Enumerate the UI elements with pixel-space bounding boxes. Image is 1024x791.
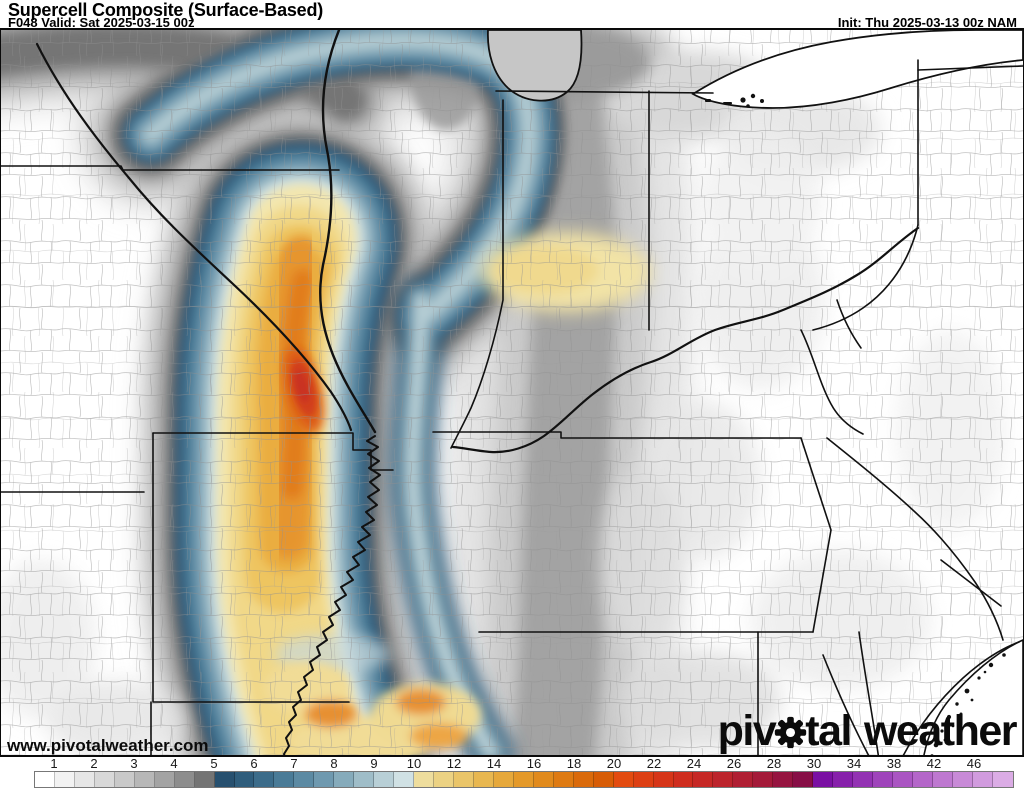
colorbar-tick: 14 xyxy=(486,756,502,771)
colorbar-tick: 8 xyxy=(330,756,338,771)
colorbar-cell xyxy=(653,772,674,787)
colorbar-cell xyxy=(773,772,794,787)
colorbar-cell xyxy=(533,772,554,787)
colorbar xyxy=(34,771,1014,788)
colorbar-cell xyxy=(314,772,335,787)
colorbar-cell xyxy=(274,772,295,787)
colorbar-cell xyxy=(234,772,255,787)
colorbar-cell xyxy=(334,772,355,787)
lake-michigan xyxy=(487,30,583,102)
colorbar-cell xyxy=(94,772,115,787)
colorbar-cell xyxy=(573,772,594,787)
colorbar-tick: 9 xyxy=(370,756,378,771)
map-canvas xyxy=(1,30,1023,755)
colorbar-cell xyxy=(972,772,993,787)
colorbar-tick: 42 xyxy=(926,756,942,771)
colorbar-cell xyxy=(294,772,315,787)
colorbar-cell xyxy=(394,772,415,787)
colorbar-cell xyxy=(912,772,933,787)
colorbar-cell xyxy=(214,772,235,787)
colorbar-cell xyxy=(454,772,474,787)
gear-icon xyxy=(775,716,807,749)
colorbar-tick: 46 xyxy=(966,756,982,771)
colorbar-cell xyxy=(833,772,854,787)
atlantic-coast xyxy=(923,639,1023,755)
colorbar-cell xyxy=(473,772,494,787)
logo-word1-post: tal xyxy=(805,707,852,755)
colorbar-cell xyxy=(114,772,135,787)
colorbar-tick: 34 xyxy=(846,756,862,771)
colorbar-cell xyxy=(194,772,215,787)
page-title: Supercell Composite (Surface-Based) xyxy=(8,0,324,20)
colorbar-tick: 38 xyxy=(886,756,902,771)
colorbar-cell xyxy=(134,772,155,787)
colorbar-cell xyxy=(493,772,514,787)
colorbar-tick: 18 xyxy=(566,756,582,771)
colorbar-cell xyxy=(434,772,455,787)
colorbar-cell xyxy=(733,772,754,787)
colorbar-cell xyxy=(793,772,814,787)
colorbar-cell xyxy=(174,772,195,787)
colorbar-tick: 20 xyxy=(606,756,622,771)
colorbar-tick: 7 xyxy=(290,756,298,771)
colorbar-cell xyxy=(414,772,435,787)
lake-erie xyxy=(691,30,1023,109)
colorbar-cell xyxy=(54,772,75,787)
colorbar-tick: 5 xyxy=(210,756,218,771)
colorbar-cell xyxy=(932,772,953,787)
colorbar-cell xyxy=(354,772,375,787)
colorbar-cell xyxy=(713,772,734,787)
watermark-url: www.pivotalweather.com xyxy=(7,736,209,755)
colorbar-tick: 1 xyxy=(50,756,58,771)
colorbar-cell xyxy=(673,772,694,787)
colorbar-cell xyxy=(892,772,913,787)
state-borders xyxy=(1,59,1023,755)
mississippi-river-lower xyxy=(283,435,381,755)
missouri-river xyxy=(35,42,353,432)
colorbar-tick: 26 xyxy=(726,756,742,771)
colorbar-cell xyxy=(813,772,834,787)
init-time-label: Init: Thu 2025-03-13 00z NAM xyxy=(837,15,1017,30)
colorbar-cell xyxy=(553,772,574,787)
colorbar-cell xyxy=(154,772,175,787)
colorbar-cell xyxy=(254,772,275,787)
colorbar-tick: 6 xyxy=(250,756,258,771)
colorbar-cell xyxy=(374,772,395,787)
colorbar-tick: 10 xyxy=(406,756,422,771)
colorbar-cell xyxy=(753,772,774,787)
colorbar-tick: 4 xyxy=(170,756,178,771)
logo-word2: weather xyxy=(863,707,1018,755)
colorbar-tick: 2 xyxy=(90,756,98,771)
forecast-map xyxy=(0,28,1024,757)
colorbar-tick: 28 xyxy=(766,756,782,771)
colorbar-cell xyxy=(74,772,95,787)
colorbar-tick: 3 xyxy=(130,756,138,771)
colorbar-cell xyxy=(633,772,654,787)
valid-time-label: F048 Valid: Sat 2025-03-15 00z xyxy=(8,15,195,30)
colorbar-cell xyxy=(513,772,534,787)
colorbar-tick: 30 xyxy=(806,756,822,771)
ohio-river xyxy=(451,226,920,454)
colorbar-cell xyxy=(952,772,973,787)
colorbar-tick-labels: 1 2 3 4 5 6 7 8 9 10 12 14 16 18 20 22 24 26 28 30 34 38 42 46 xyxy=(0,756,1024,771)
mississippi-river-upper xyxy=(319,30,377,434)
colorbar-cell xyxy=(992,772,1013,787)
colorbar-cell xyxy=(613,772,634,787)
colorbar-tick: 22 xyxy=(646,756,662,771)
county-grid xyxy=(1,30,1023,755)
colorbar-tick: 16 xyxy=(526,756,542,771)
colorbar-cell xyxy=(35,772,55,787)
colorbar-cell xyxy=(853,772,874,787)
pivotalweather-logo: piv tal weather xyxy=(717,707,1018,755)
erie-islands xyxy=(705,93,764,108)
colorbar-cell xyxy=(593,772,614,787)
colorbar-cell xyxy=(873,772,893,787)
logo-word1-pre: piv xyxy=(717,707,777,755)
colorbar-tick: 24 xyxy=(686,756,702,771)
colorbar-tick: 12 xyxy=(446,756,462,771)
header: Supercell Composite (Surface-Based) F048… xyxy=(0,0,1024,30)
colorbar-cell xyxy=(693,772,714,787)
rivers xyxy=(35,30,920,755)
